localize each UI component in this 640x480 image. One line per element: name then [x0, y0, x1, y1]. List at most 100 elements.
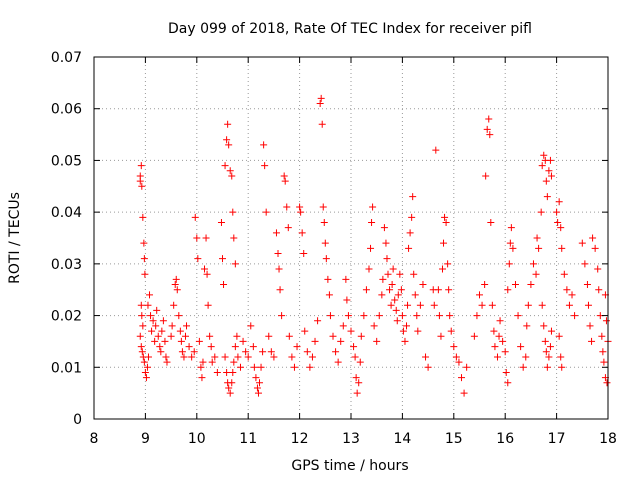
data-point — [356, 358, 364, 366]
x-tick-label: 12 — [291, 431, 309, 447]
data-point — [193, 234, 201, 242]
data-point — [250, 363, 258, 371]
data-point — [404, 301, 412, 309]
data-point — [283, 203, 291, 211]
data-point — [546, 156, 554, 164]
data-point — [171, 281, 179, 289]
data-point — [144, 301, 152, 309]
data-point — [252, 374, 260, 382]
data-points-layer — [136, 94, 612, 397]
data-point — [224, 120, 232, 128]
data-point — [502, 368, 510, 376]
data-point — [352, 374, 360, 382]
data-point — [152, 322, 160, 330]
data-point — [394, 291, 402, 299]
data-point — [588, 337, 596, 345]
data-point — [281, 177, 289, 185]
data-point — [156, 343, 164, 351]
y-tick-label: 0.03 — [51, 257, 82, 273]
data-point — [198, 374, 206, 382]
data-point — [170, 301, 178, 309]
data-point — [234, 353, 242, 361]
data-point — [482, 172, 490, 180]
data-point — [288, 353, 296, 361]
data-point — [478, 301, 486, 309]
data-point — [594, 265, 602, 273]
data-point — [267, 348, 275, 356]
y-tick-label: 0.04 — [51, 205, 82, 221]
data-point — [523, 322, 531, 330]
data-point — [452, 353, 460, 361]
data-point — [589, 234, 597, 242]
data-point — [541, 337, 549, 345]
data-point — [505, 260, 513, 268]
data-point — [158, 327, 166, 335]
data-point — [437, 332, 445, 340]
data-point — [223, 136, 231, 144]
data-point — [440, 239, 448, 247]
data-point — [350, 343, 358, 351]
data-point — [342, 275, 350, 283]
data-point — [578, 239, 586, 247]
x-tick-label: 11 — [239, 431, 257, 447]
data-point — [140, 358, 148, 366]
data-point — [416, 301, 424, 309]
x-tick-label: 9 — [141, 431, 150, 447]
data-point — [278, 312, 286, 320]
data-point — [600, 358, 608, 366]
data-point — [542, 177, 550, 185]
data-point — [547, 327, 555, 335]
data-point — [332, 348, 340, 356]
data-point — [397, 286, 405, 294]
data-point — [522, 353, 530, 361]
data-point — [519, 363, 527, 371]
data-point — [199, 358, 207, 366]
data-point — [486, 131, 494, 139]
data-point — [362, 286, 370, 294]
data-point — [414, 327, 422, 335]
data-point — [175, 312, 183, 320]
data-point — [284, 224, 292, 232]
data-point — [329, 332, 337, 340]
data-point — [274, 250, 282, 258]
data-point — [144, 353, 152, 361]
data-point — [226, 167, 234, 175]
data-point — [301, 327, 309, 335]
data-point — [136, 332, 144, 340]
data-point — [236, 363, 244, 371]
data-point — [603, 379, 611, 387]
data-point — [499, 337, 507, 345]
data-point — [435, 312, 443, 320]
data-point — [509, 244, 517, 252]
data-point — [139, 322, 147, 330]
data-point — [419, 281, 427, 289]
data-point — [138, 348, 146, 356]
data-point — [188, 353, 196, 361]
data-point — [147, 312, 155, 320]
data-point — [137, 343, 145, 351]
data-point — [538, 301, 546, 309]
data-point — [303, 348, 311, 356]
data-point — [344, 312, 352, 320]
data-point — [488, 301, 496, 309]
data-point — [557, 224, 565, 232]
data-point — [298, 229, 306, 237]
data-point — [231, 343, 239, 351]
data-point — [447, 327, 455, 335]
data-point — [167, 332, 175, 340]
data-point — [445, 286, 453, 294]
data-point — [262, 208, 270, 216]
data-point — [442, 218, 450, 226]
x-tick-label: 18 — [599, 431, 617, 447]
data-point — [153, 306, 161, 314]
data-point — [444, 260, 452, 268]
x-axis-label: GPS time / hours — [291, 458, 408, 474]
data-point — [517, 343, 525, 351]
data-point — [280, 172, 288, 180]
data-point — [161, 337, 169, 345]
y-tick-label: 0.05 — [51, 153, 82, 169]
data-point — [177, 337, 185, 345]
data-point — [148, 327, 156, 335]
y-axis-label: ROTI / TECUs — [7, 192, 23, 284]
